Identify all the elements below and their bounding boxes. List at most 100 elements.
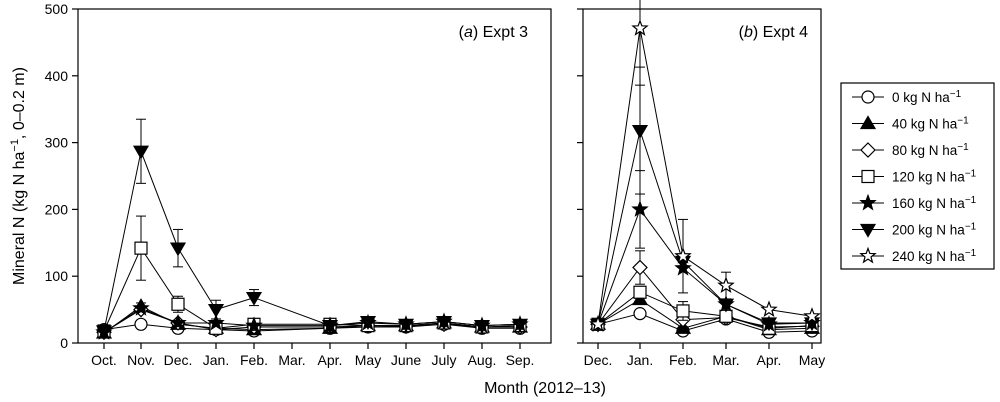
series-a-2: [96, 301, 528, 341]
x-tick-label: Apr.: [318, 352, 343, 368]
x-axis-title: Month (2012–13): [484, 380, 606, 397]
x-tick-label: Sep.: [506, 352, 535, 368]
legend-label-sup: −1: [965, 221, 977, 232]
data-point: [169, 242, 187, 257]
data-point: [589, 315, 607, 332]
x-tick-label: Nov.: [127, 352, 155, 368]
x-tick-label: Aug.: [468, 352, 497, 368]
series-b-5: [589, 66, 821, 333]
panel-a-expt3: 0 100 200 300 400 500 Oct. Nov. Dec. Jan. Feb. Mar.…: [45, 1, 552, 368]
panel-b-expt4: Dec. Jan. Feb. Mar. Apr. May (b) Expt 4: [577, 0, 825, 368]
panel-label: (a) Expt 3: [459, 24, 528, 41]
series-a-0: [97, 317, 527, 338]
legend-marker: [861, 169, 875, 184]
legend-marker: [859, 246, 877, 264]
series-line: [597, 208, 813, 325]
data-point: [132, 145, 150, 160]
y-axis-title-main: Mineral N (kg N ha: [11, 152, 28, 285]
y-tick-label: 100: [45, 268, 69, 284]
legend-marker: [861, 90, 875, 104]
data-point: [435, 316, 453, 330]
series-b-3: [591, 285, 819, 335]
x-tick-label: Dec.: [584, 352, 613, 368]
series-b-4: [589, 170, 821, 332]
data-point: [207, 313, 225, 331]
legend-label-main: 80 kg N ha: [892, 143, 958, 158]
legend-item: 80 kg N ha−1: [852, 142, 969, 159]
panel-label-close-paren: ): [753, 24, 758, 41]
legend-item: 240 kg N ha−1: [852, 246, 977, 265]
legend-label-main: 0 kg N ha: [892, 90, 950, 105]
series-b-2: [590, 250, 820, 335]
x-tick-label: Feb.: [669, 352, 697, 368]
data-point: [397, 318, 415, 333]
series-line: [597, 313, 813, 333]
legend-item: 160 kg N ha−1: [852, 193, 977, 212]
legend-label-sup: −1: [957, 142, 969, 153]
series-line: [597, 28, 813, 325]
legend-label-sup: −1: [965, 195, 977, 206]
panel-experiment-name: Expt 3: [478, 24, 528, 41]
legend-label-main: 120 kg N ha: [892, 170, 965, 185]
legend-label: 40 kg N ha−1: [892, 115, 969, 132]
y-axis-title-sup: −1: [9, 139, 21, 152]
legend-marker: [859, 193, 877, 211]
series-b-6: [589, 0, 821, 332]
data-point: [760, 300, 778, 318]
data-point: [207, 304, 225, 318]
legend-item: 40 kg N ha−1: [852, 115, 969, 132]
legend-label-main: 240 kg N ha: [892, 249, 965, 264]
y-tick-label: 200: [45, 201, 69, 217]
panel-letter: a: [464, 24, 473, 41]
series-line: [103, 305, 520, 334]
panel-label-open-paren: (: [459, 24, 465, 41]
data-point: [632, 259, 648, 276]
y-tick-label: 400: [45, 68, 69, 84]
x-tick-label: Mar.: [712, 352, 739, 368]
panel-letter: b: [744, 24, 753, 41]
data-point: [717, 276, 735, 294]
data-point: [245, 291, 263, 306]
legend-item: 0 kg N ha−1: [852, 89, 962, 105]
data-point: [633, 285, 647, 299]
x-tick-label: July: [432, 352, 457, 368]
y-axis-title-tail: , 0–0.2 m): [11, 67, 28, 139]
series-line: [597, 266, 813, 328]
x-tick-label: Oct.: [91, 352, 117, 368]
data-point: [760, 317, 778, 332]
legend-item: 200 kg N ha−1: [852, 221, 977, 238]
series-line: [103, 149, 521, 332]
legend-label: 240 kg N ha−1: [892, 248, 977, 265]
panel-label-close-paren: ): [473, 24, 478, 41]
x-tick-label: Dec.: [164, 352, 193, 368]
panel-label: (b) Expt 4: [739, 24, 808, 41]
x-tick-label: May: [799, 352, 825, 368]
data-point: [134, 317, 148, 331]
series-line: [597, 291, 813, 329]
x-tick-label: Jan.: [627, 352, 653, 368]
y-axis-title: Mineral N (kg N ha−1, 0–0.2 m): [9, 67, 28, 285]
legend-label-main: 40 kg N ha: [892, 117, 958, 132]
legend-label-sup: −1: [957, 115, 969, 126]
x-tick-label: Mar.: [278, 352, 305, 368]
data-point: [803, 307, 821, 324]
data-point: [171, 297, 185, 311]
legend-label-sup: −1: [965, 248, 977, 259]
legend-label: 200 kg N ha−1: [892, 221, 977, 238]
x-tick-label: May: [355, 352, 381, 368]
legend-marker: [860, 142, 876, 158]
legend-label: 80 kg N ha−1: [892, 142, 969, 159]
legend-label-main: 160 kg N ha: [892, 196, 965, 211]
panel-label-open-paren: (: [739, 24, 745, 41]
data-point: [359, 316, 377, 330]
plot-frame: [582, 8, 822, 344]
data-point: [245, 316, 263, 334]
series-line: [597, 128, 812, 325]
x-tick-label: Jan.: [203, 352, 229, 368]
data-point: [633, 307, 647, 321]
legend-marker: [859, 115, 877, 130]
series-a-4: [95, 299, 529, 340]
legend-label: 160 kg N ha−1: [892, 195, 977, 212]
legend-item: 120 kg N ha−1: [852, 168, 977, 185]
